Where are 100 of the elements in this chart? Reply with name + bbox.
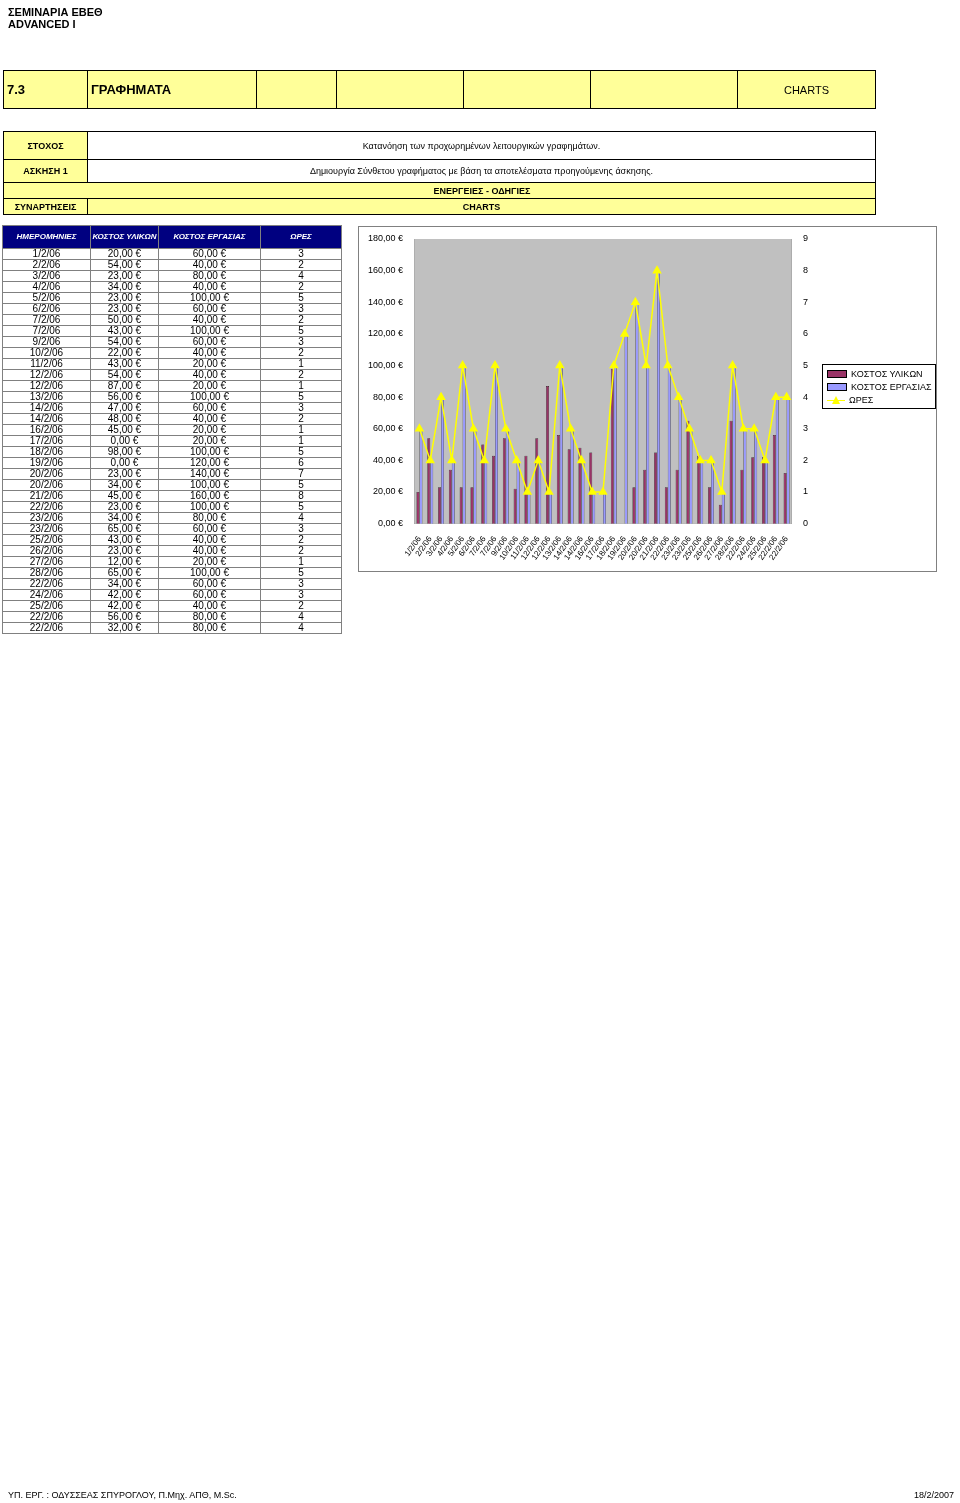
point [728, 360, 737, 369]
point [512, 455, 521, 464]
legend-label: ΚΟΣΤΟΣ ΥΛΙΚΩΝ [851, 368, 923, 379]
text: 40,00 € [158, 600, 261, 612]
text: 60,00 € [158, 402, 261, 414]
point [501, 424, 511, 432]
text: ΚΟΣΤΟΣ ΕΡΓΑΣΙΑΣ [158, 225, 261, 249]
text: 80,00 € [158, 512, 261, 524]
text: 2 [260, 259, 342, 271]
text: 0,00 € [90, 435, 159, 447]
text: ΣΥΝΑΡΤΗΣΕΙΣ [3, 198, 88, 215]
text: 40,00 € [158, 259, 261, 271]
text: 45,00 € [90, 424, 159, 436]
text: 34,00 € [90, 512, 159, 524]
text: 14/2/06 [2, 402, 91, 414]
text: ΣΕΜΙΝΑΡΙΑ ΕΒΕΘ [8, 6, 103, 18]
point [523, 487, 532, 495]
y-tick-label: 100,00 € [367, 359, 404, 370]
text: 12/2/06 [2, 369, 91, 381]
text: 80,00 € [158, 270, 261, 282]
text: 20,00 € [158, 435, 261, 447]
text: 23,00 € [90, 292, 159, 304]
text: 20,00 € [158, 556, 261, 568]
text: 22/2/06 [2, 622, 91, 634]
text: 10/2/06 [2, 347, 91, 359]
text: 18/2/2007 [913, 1490, 954, 1500]
text: ΕΝΕΡΓΕΙΕΣ - ΟΔΗΓΙΕΣ [3, 182, 876, 199]
text: 22/2/06 [2, 611, 91, 623]
y-tick-label: 20,00 € [373, 486, 404, 497]
text: 100,00 € [158, 567, 261, 579]
text: 3 [260, 523, 342, 535]
text: 20,00 € [158, 424, 261, 436]
text: 87,00 € [90, 380, 159, 392]
text: 5 [260, 479, 342, 491]
text: Δημιουργία Σύνθετου γραφήματος με βάση τα αποτελέσματα προηγούμενης άσκησης. [87, 159, 876, 183]
y-tick-label: 120,00 € [367, 328, 404, 339]
y2-tick-label: 8 [802, 265, 809, 276]
text: 1 [260, 435, 342, 447]
point [426, 455, 435, 464]
text: 5 [260, 501, 342, 513]
text: ΩΡΕΣ [260, 225, 342, 249]
text: 6 [260, 457, 342, 469]
text: 22/2/06 [2, 501, 91, 513]
text: 140,00 € [158, 468, 261, 480]
text: 5 [260, 325, 342, 337]
y2-tick-label: 2 [802, 454, 809, 465]
text: 2 [260, 534, 342, 546]
text: 32,00 € [90, 622, 159, 634]
text: 43,00 € [90, 325, 159, 337]
text: ΥΠ. ΕΡΓ. : ΟΔΥΣΣΕΑΣ ΣΠΥΡΟΓΛΟΥ, Π.Μηχ. ΑΠΘ, M.Sc. [8, 1490, 237, 1500]
text: 1 [260, 380, 342, 392]
text: 40,00 € [158, 369, 261, 381]
text: 45,00 € [90, 490, 159, 502]
point [739, 424, 748, 432]
text: 5 [260, 391, 342, 403]
y-tick-label: 180,00 € [367, 233, 404, 244]
y2-tick-label: 1 [802, 486, 809, 497]
text: 3 [260, 589, 342, 601]
text: 21/2/06 [2, 490, 91, 502]
text: 40,00 € [158, 534, 261, 546]
y-tick-label: 60,00 € [373, 423, 404, 434]
text: 40,00 € [158, 347, 261, 359]
point [631, 297, 640, 305]
text: 40,00 € [158, 314, 261, 326]
text: 34,00 € [90, 479, 159, 491]
point [490, 360, 500, 369]
legend-label: ΩΡΕΣ [849, 394, 874, 405]
point [598, 487, 608, 495]
text: 20,00 € [158, 380, 261, 392]
text: 2 [260, 600, 342, 612]
point [706, 455, 716, 464]
text: 16/2/06 [2, 424, 91, 436]
text: ΣΤΟΧΟΣ [3, 131, 88, 160]
text: 54,00 € [90, 369, 159, 381]
point [534, 455, 543, 464]
text: 100,00 € [158, 292, 261, 304]
point [642, 360, 651, 369]
text: 23,00 € [90, 468, 159, 480]
text: 3 [260, 336, 342, 348]
text: 4/2/06 [2, 281, 91, 293]
point [588, 487, 597, 495]
text: 20/2/06 [2, 479, 91, 491]
text: 80,00 € [158, 622, 261, 634]
text: 100,00 € [158, 446, 261, 458]
y2-tick-label: 7 [802, 296, 809, 307]
text: 18/2/06 [2, 446, 91, 458]
text: 4 [260, 270, 342, 282]
point [695, 455, 705, 464]
text: 56,00 € [90, 391, 159, 403]
text: 2 [260, 545, 342, 557]
text: 3 [260, 303, 342, 315]
text: 56,00 € [90, 611, 159, 623]
text: 42,00 € [90, 600, 159, 612]
text: 23,00 € [90, 545, 159, 557]
text: 2 [260, 314, 342, 326]
text: 7/2/06 [2, 314, 91, 326]
text: 80,00 € [158, 611, 261, 623]
text: 160,00 € [158, 490, 261, 502]
point [555, 360, 565, 369]
point [480, 455, 489, 464]
